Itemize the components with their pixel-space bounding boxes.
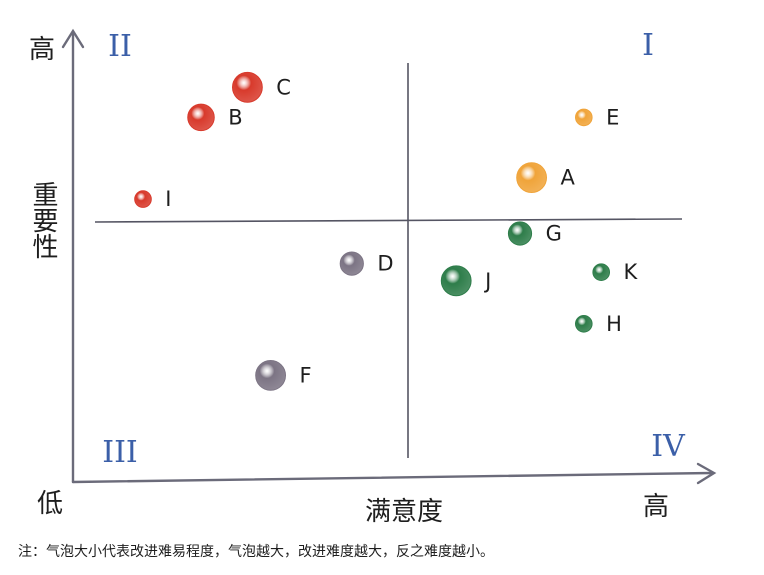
y-axis-high-label: 高 (29, 35, 55, 65)
x-axis-arrowhead (696, 462, 717, 485)
data-points: C B I E A G K J H D F (134, 71, 639, 391)
bubble-G (507, 221, 533, 246)
bubble-label-K: K (624, 260, 639, 284)
footnote: 注：气泡大小代表改进难易程度，气泡越大，改进难度越大，反之难度越小。 (18, 544, 494, 560)
bubble-J (440, 265, 472, 297)
bubble-label-F: F (300, 363, 312, 387)
x-axis-high-label: 高 (643, 492, 669, 522)
quadrant-label-I: I (642, 28, 654, 63)
quadrant-label-III: III (102, 435, 138, 470)
bubble-F (255, 360, 287, 391)
bubble-label-G: G (546, 222, 562, 246)
bubble-A (516, 162, 547, 194)
horizontal-divider (94, 218, 683, 223)
bubble-label-H: H (606, 312, 622, 336)
y-axis-title: 重要性 (28, 181, 58, 259)
bubble-label-E: E (606, 105, 619, 129)
bubble-E (575, 108, 593, 127)
bubble-I (134, 190, 152, 208)
bubble-label-D: D (377, 252, 393, 276)
x-axis-low-label: 低 (37, 489, 63, 519)
bubble-D (339, 251, 364, 276)
bubble-label-A: A (561, 166, 576, 190)
x-axis (71, 471, 714, 484)
bubble-K (592, 263, 611, 282)
quadrant-label-II: II (108, 29, 132, 64)
x-axis-title: 满意度 (365, 497, 443, 527)
bubble-H (575, 315, 593, 333)
bubble-label-I: I (165, 187, 171, 211)
bubble-B (187, 103, 215, 132)
y-axis-arrowhead (61, 28, 85, 49)
bubble-label-B: B (228, 105, 242, 129)
quadrant-label-IV: IV (651, 429, 686, 464)
bubble-label-C: C (276, 75, 291, 99)
bubble-label-J: J (483, 269, 491, 293)
bubble-C (232, 71, 263, 103)
